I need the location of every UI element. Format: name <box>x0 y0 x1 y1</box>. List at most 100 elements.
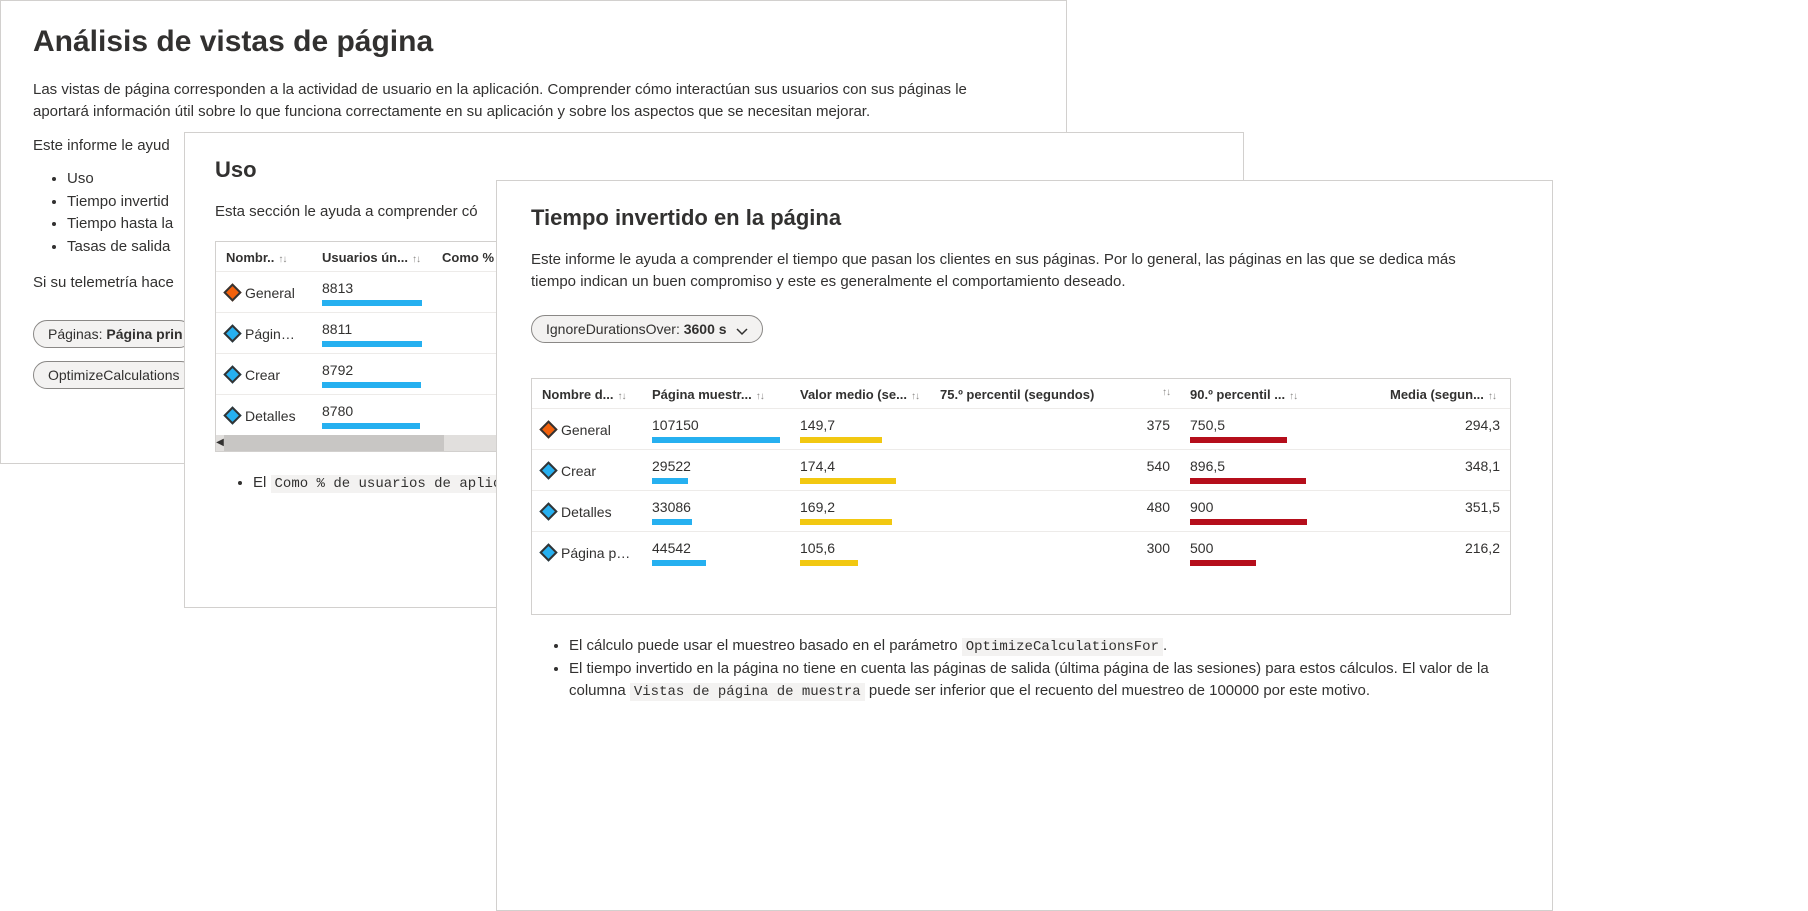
table-row[interactable]: Crear 8792 <box>216 354 514 395</box>
pill-label: IgnoreDurationsOver: <box>546 321 684 337</box>
time-table: Nombre d... ↑↓ Página muestr... ↑↓ Valor m… <box>531 378 1511 615</box>
col-header[interactable]: Media (segun... <box>1390 387 1484 402</box>
cell-value: 107150 <box>652 417 780 433</box>
cell-value: 300 <box>940 540 1170 556</box>
bar-indicator <box>800 560 858 566</box>
bar-indicator <box>322 423 420 429</box>
diamond-icon <box>223 325 241 343</box>
row-name: Crear <box>245 367 280 383</box>
diamond-icon <box>539 420 557 438</box>
table-row[interactable]: Página pri... 44542 105,6 300 500 216,2 <box>532 532 1510 572</box>
pages-filter-pill[interactable]: Páginas: Página prin <box>33 320 193 348</box>
cell-value: 216,2 <box>1390 540 1500 556</box>
bar-indicator <box>1190 519 1307 525</box>
bar-indicator <box>800 437 882 443</box>
table-row[interactable]: Detalles 33086 169,2 480 900 351,5 <box>532 491 1510 532</box>
table-row[interactable]: Crear 29522 174,4 540 896,5 348,1 <box>532 450 1510 491</box>
cell-value: 8813 <box>322 280 422 296</box>
pill-value: Página prin <box>106 326 182 342</box>
cell-value: 105,6 <box>800 540 920 556</box>
bar-indicator <box>800 478 896 484</box>
cell-value: 174,4 <box>800 458 920 474</box>
cell-value: 375 <box>940 417 1170 433</box>
row-name: Detalles <box>561 504 612 520</box>
row-name: General <box>561 422 611 438</box>
bar-indicator <box>652 519 692 525</box>
row-name: Página pri... <box>561 545 632 561</box>
sort-icon[interactable]: ↑↓ <box>1488 391 1496 402</box>
cell-value: 540 <box>940 458 1170 474</box>
row-name: General <box>245 285 295 301</box>
col-header[interactable]: 75.º percentil (segundos) <box>940 387 1094 402</box>
bar-indicator <box>652 437 780 443</box>
bar-indicator <box>800 519 892 525</box>
bar-indicator <box>652 560 706 566</box>
col-header[interactable]: 90.º percentil ... <box>1190 387 1285 402</box>
table-row[interactable]: General 8813 <box>216 272 514 313</box>
cell-value: 8811 <box>322 321 422 337</box>
code-snippet: Vistas de página de muestra <box>630 683 865 701</box>
pill-label: OptimizeCalculations <box>48 367 180 383</box>
cell-value: 169,2 <box>800 499 920 515</box>
diamond-icon <box>539 461 557 479</box>
page-title: Análisis de vistas de página <box>33 25 1034 59</box>
sort-icon[interactable]: ↑↓ <box>618 391 626 402</box>
diamond-icon <box>223 407 241 425</box>
cell-value: 351,5 <box>1390 499 1500 515</box>
note-item: El tiempo invertido en la página no tien… <box>569 658 1518 704</box>
row-name: Detalles <box>245 408 296 424</box>
col-header[interactable]: Usuarios ún... <box>322 250 408 265</box>
bar-indicator <box>1190 478 1306 484</box>
row-name: Crear <box>561 463 596 479</box>
diamond-icon <box>223 284 241 302</box>
bar-indicator <box>1190 437 1287 443</box>
ignore-durations-pill[interactable]: IgnoreDurationsOver: 3600 s <box>531 315 763 343</box>
sort-icon[interactable]: ↑↓ <box>1162 387 1170 398</box>
sort-icon[interactable]: ↑↓ <box>756 391 764 402</box>
code-snippet: Como % de usuarios de aplic <box>271 475 506 493</box>
cell-value: 896,5 <box>1190 458 1370 474</box>
cell-value: 480 <box>940 499 1170 515</box>
note-item: El cálculo puede usar el muestreo basado… <box>569 635 1518 658</box>
code-snippet: OptimizeCalculationsFor <box>962 638 1163 656</box>
cell-value: 8792 <box>322 362 422 378</box>
section-title: Tiempo invertido en la página <box>531 205 1518 231</box>
cell-value: 44542 <box>652 540 780 556</box>
panel-time-on-page: Tiempo invertido en la página Este infor… <box>496 180 1553 911</box>
intro-text: Las vistas de página corresponden a la a… <box>33 79 1023 123</box>
cell-value: 149,7 <box>800 417 920 433</box>
cell-value: 750,5 <box>1190 417 1370 433</box>
cell-value: 500 <box>1190 540 1370 556</box>
bar-indicator <box>1190 560 1256 566</box>
h-scrollbar[interactable]: ◀ <box>216 435 514 451</box>
table-row[interactable]: General 107150 149,7 375 750,5 294,3 <box>532 409 1510 450</box>
bar-indicator <box>322 341 422 347</box>
col-header[interactable]: Como % <box>442 250 494 265</box>
col-header[interactable]: Nombre d... <box>542 387 614 402</box>
diamond-icon <box>223 366 241 384</box>
usage-table: Nombr.. ↑↓ Usuarios ún... ↑↓ Como % Genera… <box>215 241 515 452</box>
table-row[interactable]: Página pr... 8811 <box>216 313 514 354</box>
pill-label: Páginas: <box>48 326 106 342</box>
cell-value: 29522 <box>652 458 780 474</box>
cell-value: 294,3 <box>1390 417 1500 433</box>
cell-value: 348,1 <box>1390 458 1500 474</box>
section-intro: Este informe le ayuda a comprender el ti… <box>531 249 1491 293</box>
optimize-calc-pill[interactable]: OptimizeCalculations <box>33 361 195 389</box>
sort-icon[interactable]: ↑↓ <box>1289 391 1297 402</box>
pill-value: 3600 s <box>684 321 727 337</box>
sort-icon[interactable]: ↑↓ <box>412 254 420 265</box>
col-header[interactable]: Página muestr... <box>652 387 752 402</box>
diamond-icon <box>539 502 557 520</box>
col-header[interactable]: Valor medio (se... <box>800 387 907 402</box>
bar-indicator <box>322 382 421 388</box>
row-name: Página pr... <box>245 326 302 342</box>
cell-value: 33086 <box>652 499 780 515</box>
col-header[interactable]: Nombr.. <box>226 250 274 265</box>
bar-indicator <box>322 300 422 306</box>
sort-icon[interactable]: ↑↓ <box>911 391 919 402</box>
diamond-icon <box>539 543 557 561</box>
sort-icon[interactable]: ↑↓ <box>278 254 286 265</box>
cell-value: 900 <box>1190 499 1370 515</box>
table-row[interactable]: Detalles8780 <box>216 395 514 435</box>
